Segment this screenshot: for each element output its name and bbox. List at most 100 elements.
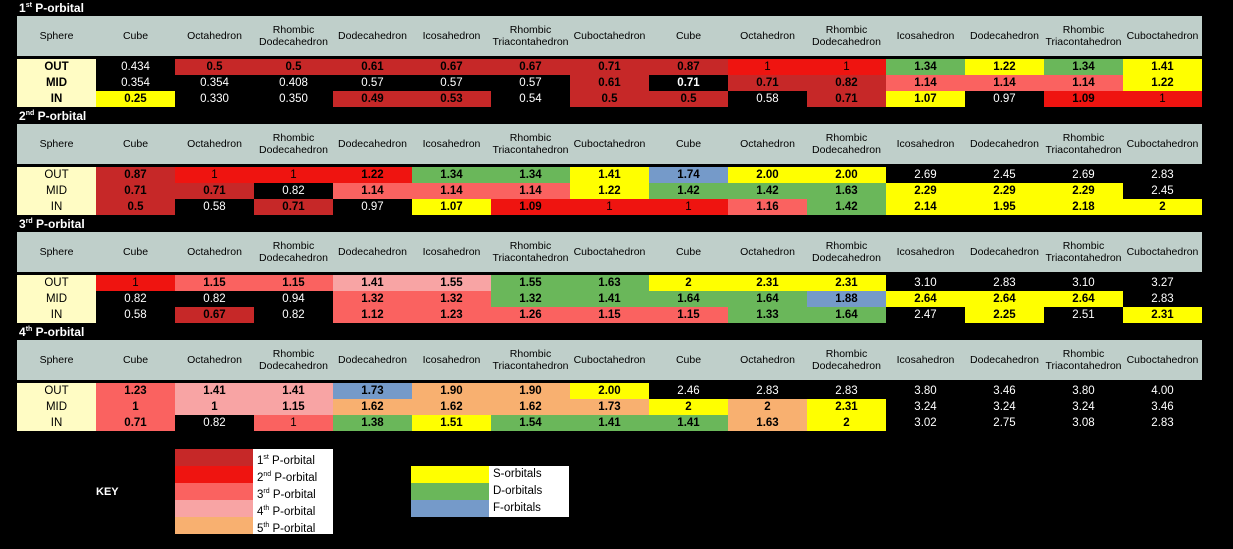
value-cell: 3.80 bbox=[1044, 383, 1123, 399]
value-cell: 1 bbox=[728, 59, 807, 75]
header-cell: Cube bbox=[96, 232, 175, 272]
value-cell: 3.24 bbox=[886, 399, 965, 415]
value-cell: 2.83 bbox=[1123, 291, 1202, 307]
header-cell: Cuboctahedron bbox=[570, 232, 649, 272]
value-cell: 3.10 bbox=[886, 275, 965, 291]
section-title-rest: P-orbital bbox=[32, 217, 85, 231]
key-swatch bbox=[175, 483, 253, 500]
value-cell: 1.62 bbox=[491, 399, 570, 415]
orbital-section-1: 1st P-orbital Sphere Cube Octahedron Rhombic… bbox=[0, 0, 1233, 108]
section-title-num: 1 bbox=[19, 1, 26, 15]
value-cell: 0.87 bbox=[96, 167, 175, 183]
key-item: 3rd P-orbital bbox=[175, 483, 333, 501]
value-cell: 2.45 bbox=[965, 167, 1044, 183]
header-cell: Octahedron bbox=[728, 124, 807, 164]
value-cell: 1.14 bbox=[965, 75, 1044, 91]
value-cell: 2.18 bbox=[1044, 199, 1123, 215]
value-cell: 1.41 bbox=[175, 383, 254, 399]
value-cell: 2.25 bbox=[965, 307, 1044, 323]
value-cell: 2.29 bbox=[886, 183, 965, 199]
value-cell: 1.88 bbox=[807, 291, 886, 307]
header-cell: Icosahedron bbox=[886, 232, 965, 272]
data-row: MID 0.71 0.71 0.82 1.14 1.14 1.14 1.22 1.42 1.42 1… bbox=[17, 183, 1202, 199]
value-cell: 1.73 bbox=[570, 399, 649, 415]
section-title: 4th P-orbital bbox=[19, 324, 84, 340]
value-cell: 0.49 bbox=[333, 91, 412, 107]
header-cell: Icosahedron bbox=[886, 340, 965, 380]
value-cell: 0.53 bbox=[412, 91, 491, 107]
key-item: S-orbitals bbox=[411, 466, 569, 483]
value-cell: 1.15 bbox=[175, 275, 254, 291]
header-cell: Cuboctahedron bbox=[1123, 232, 1202, 272]
header-cell: Cuboctahedron bbox=[1123, 340, 1202, 380]
value-cell: 1.22 bbox=[1123, 75, 1202, 91]
row-label: MID bbox=[17, 183, 96, 199]
header-cell: Rhombic Triacontahedron bbox=[491, 124, 570, 164]
value-cell: 0.5 bbox=[175, 59, 254, 75]
section-title: 1st P-orbital bbox=[19, 0, 84, 16]
value-cell: 0.58 bbox=[175, 199, 254, 215]
key-label: F-orbitals bbox=[489, 500, 569, 517]
value-cell: 1 bbox=[649, 199, 728, 215]
value-cell: 1.07 bbox=[412, 199, 491, 215]
value-cell: 1.14 bbox=[412, 183, 491, 199]
value-cell: 1.34 bbox=[412, 167, 491, 183]
value-cell: 1.22 bbox=[570, 183, 649, 199]
key-swatch bbox=[411, 483, 489, 500]
value-cell: 1.63 bbox=[570, 275, 649, 291]
value-cell: 0.82 bbox=[254, 183, 333, 199]
header-cell: Rhombic Triacontahedron bbox=[491, 232, 570, 272]
header-cell: Sphere bbox=[17, 124, 96, 164]
value-cell: 2.64 bbox=[886, 291, 965, 307]
header-cell: Cube bbox=[649, 340, 728, 380]
value-cell: 1.64 bbox=[807, 307, 886, 323]
value-cell: 2 bbox=[1123, 199, 1202, 215]
section-title-num: 2 bbox=[19, 109, 26, 123]
value-cell: 1.22 bbox=[333, 167, 412, 183]
header-cell: Icosahedron bbox=[886, 16, 965, 56]
header-cell: Dodecahedron bbox=[333, 16, 412, 56]
value-cell: 3.27 bbox=[1123, 275, 1202, 291]
orbital-section-2: 2nd P-orbital Sphere Cube Octahedron Rhombic… bbox=[0, 108, 1233, 216]
header-cell: Dodecahedron bbox=[965, 340, 1044, 380]
header-cell: Icosahedron bbox=[412, 16, 491, 56]
value-cell: 2.29 bbox=[1044, 183, 1123, 199]
value-cell: 0.97 bbox=[333, 199, 412, 215]
value-cell: 2.64 bbox=[1044, 291, 1123, 307]
key-label-rest: P-orbital bbox=[268, 454, 315, 467]
value-cell: 0.82 bbox=[807, 75, 886, 91]
value-cell: 2.46 bbox=[649, 383, 728, 399]
key-item: D-orbitals bbox=[411, 483, 569, 500]
value-cell: 1.23 bbox=[96, 383, 175, 399]
header-cell: Icosahedron bbox=[412, 340, 491, 380]
value-cell: 1.64 bbox=[649, 291, 728, 307]
header-cell: Dodecahedron bbox=[333, 232, 412, 272]
value-cell: 1 bbox=[254, 167, 333, 183]
header-cell: Sphere bbox=[17, 232, 96, 272]
orbital-table: Sphere Cube Octahedron Rhombic Dodecahedron… bbox=[17, 16, 1202, 107]
header-cell: Rhombic Triacontahedron bbox=[1044, 232, 1123, 272]
data-row: OUT 0.87 1 1 1.22 1.34 1.34 1.41 1.74 2.00 2.00 2.6… bbox=[17, 167, 1202, 183]
value-cell: 1.74 bbox=[649, 167, 728, 183]
row-label: OUT bbox=[17, 59, 96, 75]
section-title-rest: P-orbital bbox=[34, 109, 87, 123]
value-cell: 1.15 bbox=[254, 275, 333, 291]
section-title-rest: P-orbital bbox=[32, 325, 85, 339]
data-row: OUT 0.434 0.5 0.5 0.61 0.67 0.67 0.71 0.87 1 1 1.34… bbox=[17, 59, 1202, 75]
key-swatch bbox=[411, 466, 489, 483]
header-cell: Cuboctahedron bbox=[1123, 16, 1202, 56]
value-cell: 0.354 bbox=[175, 75, 254, 91]
value-cell: 2.14 bbox=[886, 199, 965, 215]
spacer-cell bbox=[17, 164, 1202, 167]
value-cell: 1.15 bbox=[649, 307, 728, 323]
header-cell: Rhombic Dodecahedron bbox=[254, 232, 333, 272]
key-title: KEY bbox=[96, 486, 119, 498]
value-cell: 1.16 bbox=[728, 199, 807, 215]
row-label: IN bbox=[17, 199, 96, 215]
key-label-sup: st bbox=[263, 454, 269, 461]
value-cell: 2.00 bbox=[570, 383, 649, 399]
key-label: 1st P-orbital bbox=[253, 449, 333, 467]
value-cell: 2 bbox=[649, 399, 728, 415]
header-cell: Sphere bbox=[17, 340, 96, 380]
header-cell: Octahedron bbox=[728, 340, 807, 380]
